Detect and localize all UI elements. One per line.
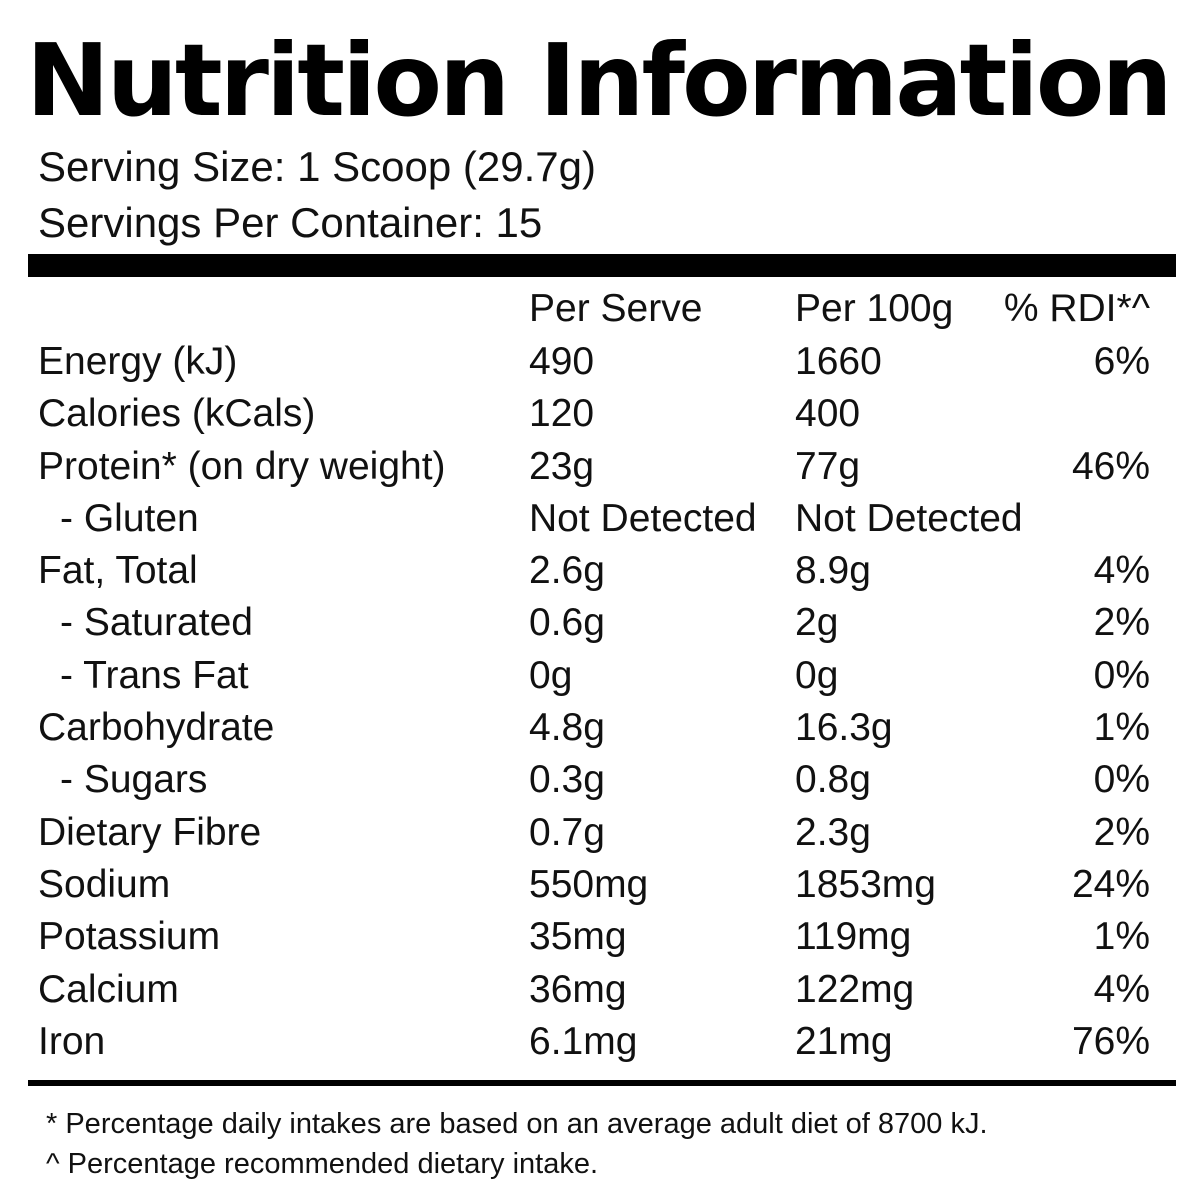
serving-size: Serving Size: 1 Scoop (29.7g) — [38, 143, 596, 190]
rdi-value: 6% — [1093, 340, 1150, 383]
nutrient-row-carbohydrate: Carbohydrate 4.8g 16.3g 1% — [0, 702, 1200, 754]
nutrient-row-energy: Energy (kJ) 490 1660 6% — [0, 336, 1200, 388]
rdi-value: 0% — [1093, 653, 1150, 697]
per-100g-value: 122mg — [795, 967, 915, 1011]
nutrient-name: Carbohydrate — [38, 706, 275, 750]
per-100g-value: 16.3g — [795, 706, 893, 750]
nutrient-name: - Sugars — [60, 758, 208, 802]
rdi-value: 46% — [1071, 444, 1150, 488]
per-serve-value: 0.7g — [529, 810, 605, 854]
column-header-per-serve: Per Serve — [529, 287, 703, 330]
nutrient-row-dietary-fibre: Dietary Fibre 0.7g 2.3g 2% — [0, 807, 1200, 859]
nutrient-row-trans-fat: - Trans Fat 0g 0g 0% — [0, 650, 1200, 702]
nutrient-table: Energy (kJ) 490 1660 6% Calories (kCals)… — [0, 336, 1200, 1068]
nutrient-name: Fat, Total — [38, 549, 198, 593]
per-100g-value: 2g — [795, 601, 839, 645]
nutrient-row-protein: Protein* (on dry weight) 23g 77g 46% — [0, 441, 1200, 493]
nutrient-name: Iron — [38, 1019, 106, 1063]
nutrient-row-sugars: - Sugars 0.3g 0.8g 0% — [0, 754, 1200, 806]
panel-title: Nutrition Information — [26, 22, 1173, 139]
per-serve-value: 35mg — [529, 915, 627, 959]
per-100g-value: 0g — [795, 653, 839, 697]
per-serve-value: 0.3g — [529, 758, 605, 802]
per-100g-value: 77g — [795, 444, 861, 488]
rdi-value: 1% — [1093, 706, 1150, 750]
rdi-value: 0% — [1093, 758, 1150, 802]
nutrient-row-iron: Iron 6.1mg 21mg 76% — [0, 1016, 1200, 1068]
per-serve-value: 4.8g — [529, 706, 605, 750]
per-100g-value: 400 — [795, 392, 861, 436]
per-serve-value: 120 — [529, 392, 595, 436]
rdi-value: 2% — [1093, 601, 1150, 645]
per-100g-value: 1853mg — [795, 862, 936, 906]
nutrient-name: Potassium — [38, 915, 221, 959]
per-serve-value: Not Detected — [529, 496, 757, 540]
footnote-rdi: ^ Percentage recommended dietary intake. — [46, 1148, 599, 1180]
nutrient-row-saturated: - Saturated 0.6g 2g 2% — [0, 597, 1200, 649]
rdi-value: 2% — [1093, 810, 1150, 854]
per-serve-value: 550mg — [529, 862, 649, 906]
nutrient-name: Protein* (on dry weight) — [38, 444, 446, 488]
nutrient-row-gluten: - Gluten Not Detected Not Detected — [0, 493, 1200, 545]
per-serve-value: 2.6g — [529, 549, 605, 593]
nutrient-row-calories: Calories (kCals) 120 400 — [0, 388, 1200, 440]
nutrient-name: Calories (kCals) — [38, 392, 316, 436]
column-header-per-100g: Per 100g — [795, 287, 954, 330]
nutrient-name: - Trans Fat — [60, 653, 249, 697]
per-serve-value: 23g — [529, 444, 595, 488]
per-100g-value: 119mg — [795, 915, 912, 959]
rdi-value: 4% — [1093, 967, 1150, 1011]
thick-divider — [28, 254, 1176, 277]
rdi-value: 4% — [1093, 549, 1150, 593]
per-100g-value: 0.8g — [795, 758, 871, 802]
per-serve-value: 6.1mg — [529, 1019, 638, 1063]
nutrient-row-potassium: Potassium 35mg 119mg 1% — [0, 911, 1200, 963]
thin-divider — [28, 1080, 1176, 1086]
per-100g-value: 1660 — [795, 340, 882, 383]
per-serve-value: 490 — [529, 340, 595, 383]
nutrient-row-fat-total: Fat, Total 2.6g 8.9g 4% — [0, 545, 1200, 597]
nutrient-row-calcium: Calcium 36mg 122mg 4% — [0, 964, 1200, 1016]
per-100g-value: 8.9g — [795, 549, 871, 593]
nutrient-name: Calcium — [38, 967, 179, 1011]
nutrient-name: - Gluten — [60, 496, 199, 540]
per-100g-value: 2.3g — [795, 810, 871, 854]
nutrient-name: - Saturated — [60, 601, 253, 645]
nutrient-name: Energy (kJ) — [38, 340, 238, 383]
nutrient-name: Sodium — [38, 862, 171, 906]
per-100g-value: 21mg — [795, 1019, 893, 1063]
per-serve-value: 0.6g — [529, 601, 605, 645]
column-header-rdi: % RDI*^ — [1003, 287, 1150, 330]
rdi-value: 76% — [1071, 1019, 1150, 1063]
footnote-daily-intake: * Percentage daily intakes are based on … — [46, 1108, 988, 1140]
rdi-value: 1% — [1093, 915, 1150, 959]
nutrient-row-sodium: Sodium 550mg 1853mg 24% — [0, 859, 1200, 911]
per-serve-value: 36mg — [529, 967, 627, 1011]
per-serve-value: 0g — [529, 653, 573, 697]
nutrient-name: Dietary Fibre — [38, 810, 262, 854]
rdi-value: 24% — [1071, 862, 1150, 906]
per-100g-value: Not Detected — [795, 496, 1023, 540]
servings-per-container: Servings Per Container: 15 — [38, 199, 543, 246]
